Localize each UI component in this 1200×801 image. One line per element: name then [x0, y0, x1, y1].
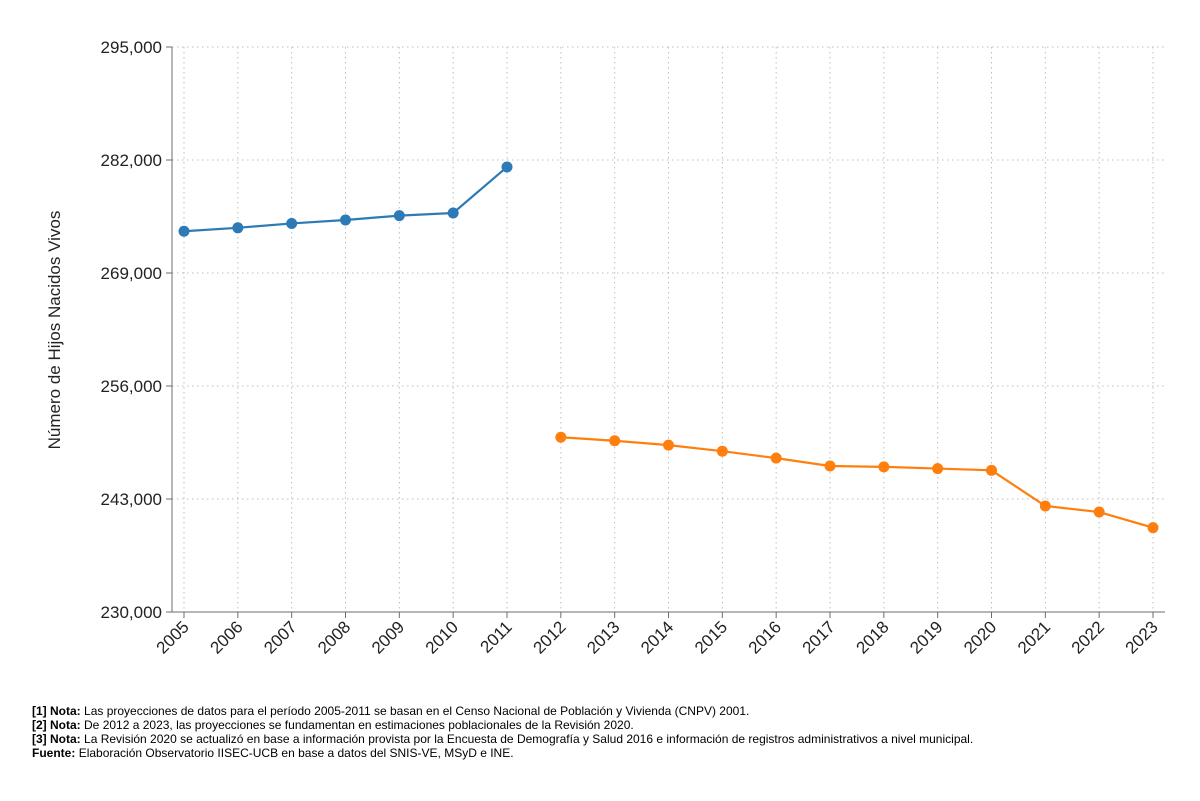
x-tick-label: 2021	[1014, 617, 1054, 657]
data-point	[178, 225, 190, 237]
data-point	[340, 214, 351, 226]
data-point	[555, 431, 567, 443]
source-line: Fuente: Elaboración Observatorio IISEC-U…	[32, 746, 1182, 760]
tick-labels: 230,000 243,000 256,000 269,000 282,000 295,0…	[101, 38, 1162, 658]
y-axis-title: Número de Hijos Nacidos Vivos	[45, 211, 64, 450]
series	[178, 161, 1159, 534]
grid	[172, 46, 1165, 613]
footnote-2: [2] Nota: De 2012 a 2023, las proyeccion…	[32, 718, 1182, 732]
footnote-label: [2] Nota:	[32, 718, 81, 732]
footnote-label: [3] Nota:	[32, 732, 81, 746]
footnote-text: Las proyecciones de datos para el períod…	[84, 704, 750, 718]
source-label: Fuente:	[32, 746, 76, 760]
data-point	[878, 461, 890, 473]
footnote-3: [3] Nota: La Revisión 2020 se actualizó …	[32, 732, 1182, 746]
y-tick-label: 256,000	[101, 377, 162, 396]
x-tick-label: 2013	[583, 617, 623, 657]
data-point	[663, 439, 674, 451]
footnote-text: De 2012 a 2023, las proyecciones se fund…	[84, 718, 634, 732]
y-tick-label: 295,000	[101, 38, 162, 57]
data-point	[824, 460, 836, 472]
x-tick-label: 2020	[960, 617, 1000, 657]
footnote-label: [1] Nota:	[32, 704, 81, 718]
x-tick-label: 2011	[477, 617, 516, 656]
y-tick-label: 282,000	[101, 151, 162, 170]
series-line	[560, 436, 1154, 529]
data-point	[770, 452, 782, 464]
y-tick-label: 269,000	[101, 264, 162, 283]
data-point	[232, 222, 244, 234]
x-tick-label: 2014	[637, 617, 677, 657]
y-tick-label: 243,000	[101, 490, 162, 509]
x-tick-label: 2018	[852, 617, 892, 657]
x-tick-label: 2005	[153, 617, 193, 657]
data-point	[986, 464, 997, 476]
x-tick-label: 2023	[1122, 617, 1162, 657]
x-tick-label: 2019	[906, 617, 946, 657]
x-tick-label: 2010	[422, 617, 462, 657]
data-point	[932, 463, 944, 475]
x-tick-label: 2006	[206, 617, 246, 657]
data-point	[609, 435, 621, 447]
footnotes: [1] Nota: Las proyecciones de datos para…	[32, 704, 1182, 760]
y-tick-label: 230,000	[101, 603, 162, 622]
x-tick-label: 2017	[799, 617, 839, 657]
x-tick-label: 2008	[314, 617, 354, 657]
footnote-text: La Revisión 2020 se actualizó en base a …	[84, 732, 974, 746]
axes	[166, 46, 1165, 618]
line-chart: 230,000 243,000 256,000 269,000 282,000 295,0…	[45, 38, 1165, 658]
x-tick-label: 2009	[368, 617, 408, 657]
x-tick-label: 2012	[529, 617, 569, 657]
x-tick-label: 2015	[691, 617, 731, 657]
data-point	[286, 217, 298, 229]
series-2	[555, 431, 1159, 534]
source-text: Elaboración Observatorio IISEC-UCB en ba…	[78, 746, 514, 760]
data-point	[501, 161, 513, 173]
x-tick-label: 2022	[1068, 617, 1108, 657]
series-1	[178, 161, 513, 237]
x-tick-label: 2016	[745, 617, 785, 657]
data-point	[1093, 506, 1105, 518]
data-point	[1147, 522, 1159, 534]
data-point	[447, 207, 459, 219]
footnote-1: [1] Nota: Las proyecciones de datos para…	[32, 704, 1182, 718]
x-tick-label: 2007	[260, 617, 300, 657]
data-point	[393, 210, 405, 222]
data-point	[1039, 500, 1051, 512]
data-point	[716, 445, 728, 457]
